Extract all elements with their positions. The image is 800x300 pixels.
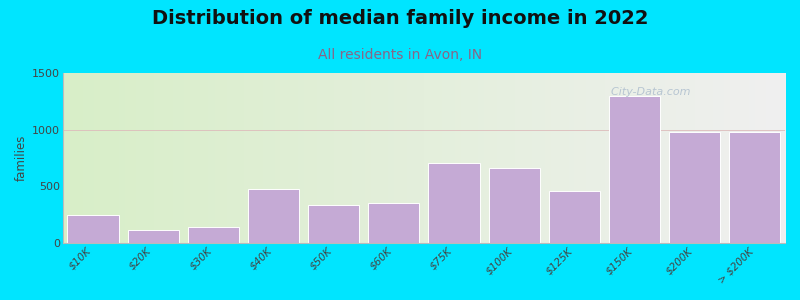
Bar (609, 96, 660, 243)
Bar (368, 203, 419, 243)
Bar (730, 132, 781, 243)
Bar (669, 132, 720, 243)
Bar (248, 189, 299, 243)
Bar (67, 215, 118, 243)
Bar (188, 227, 239, 243)
Text: Distribution of median family income in 2022: Distribution of median family income in … (152, 9, 648, 28)
Bar (128, 230, 178, 243)
Bar (429, 163, 480, 243)
Bar (489, 168, 540, 243)
Bar (308, 205, 359, 243)
Bar (549, 191, 600, 243)
Text: City-Data.com: City-Data.com (605, 87, 691, 97)
Y-axis label: families: families (15, 135, 28, 181)
Text: All residents in Avon, IN: All residents in Avon, IN (318, 48, 482, 62)
